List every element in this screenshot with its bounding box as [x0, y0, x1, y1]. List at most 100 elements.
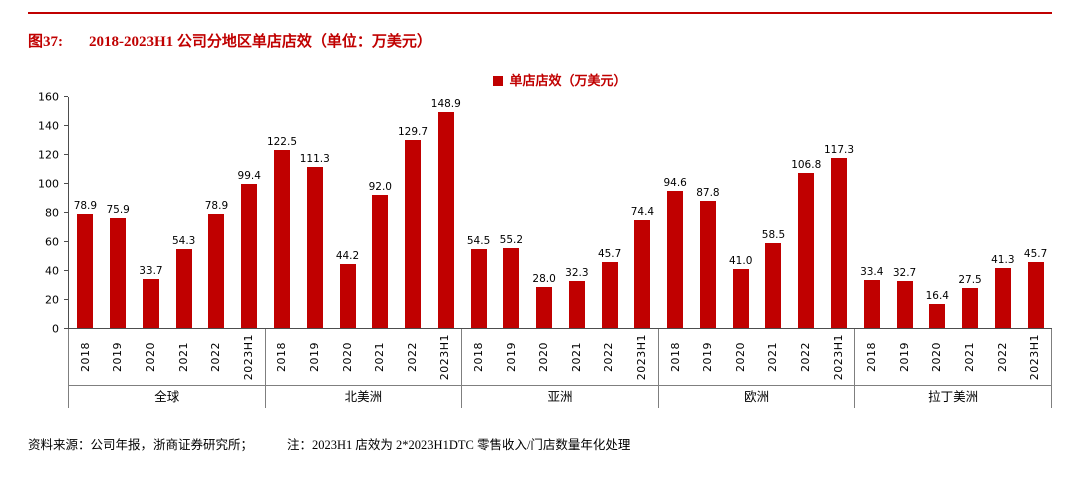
year-label: 2020 [340, 342, 354, 372]
category-group: 2018 2019 2020 2021 2022 2023H1 全球 [69, 329, 266, 408]
bar-slot: 32.7 [888, 97, 921, 328]
year-label: 2022 [995, 342, 1009, 372]
y-axis-tick [64, 154, 68, 155]
bar [896, 280, 913, 328]
year-slot: 2022 [986, 329, 1019, 385]
bar-slot: 44.2 [331, 97, 364, 328]
year-slot: 2020 [527, 329, 560, 385]
bar [830, 157, 847, 328]
year-slot: 2023H1 [822, 329, 855, 385]
bar-slot: 45.7 [593, 97, 626, 328]
chart-legend: 单店店效（万美元） [28, 73, 1052, 89]
year-label: 2018 [275, 342, 289, 372]
bar-value-label: 74.4 [630, 206, 655, 219]
bar-slot: 117.3 [823, 97, 856, 328]
year-slot: 2021 [560, 329, 593, 385]
year-label: 2020 [733, 342, 747, 372]
bar-value-label: 54.5 [466, 235, 491, 247]
bar [77, 213, 94, 328]
bar-value-label: 87.8 [696, 186, 720, 199]
y-axis-tick [64, 212, 68, 213]
year-slot: 2022 [593, 329, 626, 385]
bar [798, 173, 815, 328]
bar [699, 200, 716, 328]
y-axis-label: 140 [38, 119, 59, 133]
bar [175, 249, 192, 328]
bar [929, 304, 946, 328]
bar-group: 122.5 111.3 44.2 92.0 129.7 148.9 [266, 97, 463, 328]
bar-value-label: 45.7 [1023, 247, 1048, 260]
year-label: 2021 [569, 342, 583, 372]
year-slot: 2019 [102, 329, 135, 385]
bar-value-label: 94.6 [663, 176, 687, 189]
category-group: 2018 2019 2020 2021 2022 2023H1 拉丁美洲 [855, 329, 1052, 408]
y-axis-tick [64, 183, 68, 184]
bar-slot: 111.3 [298, 97, 331, 328]
year-label: 2023H1 [1028, 333, 1042, 381]
bar-slot: 27.5 [954, 97, 987, 328]
source-text: 资料来源：公司年报，浙商证券研究所； [28, 438, 254, 452]
year-slot: 2022 [396, 329, 429, 385]
bar-value-label: 33.4 [860, 265, 884, 278]
year-slot: 2021 [167, 329, 200, 385]
bar-slot: 99.4 [233, 97, 266, 328]
category-group: 2018 2019 2020 2021 2022 2023H1 欧洲 [658, 329, 856, 408]
year-slot: 2019 [691, 329, 724, 385]
year-slot: 2020 [331, 329, 364, 385]
year-slot: 2020 [724, 329, 757, 385]
region-label: 北美洲 [265, 385, 462, 408]
y-axis-label: 20 [45, 293, 59, 307]
bar [208, 213, 225, 328]
bar-value-label: 75.9 [106, 203, 130, 216]
year-slot: 2022 [789, 329, 822, 385]
year-slot: 2018 [462, 329, 495, 385]
bar-group: 54.5 55.2 28.0 32.3 45.7 74.4 [462, 97, 659, 328]
bar-slot: 74.4 [626, 97, 659, 328]
figure-title-text: 2018-2023H1 公司分地区单店店效（单位：万美元） [89, 34, 432, 50]
year-label: 2021 [766, 342, 780, 372]
top-divider [28, 12, 1052, 14]
bar-slot: 92.0 [364, 97, 397, 328]
source-line: 资料来源：公司年报，浙商证券研究所； 注：2023H1 店效为 2*2023H1D… [28, 434, 1052, 453]
bar-group: 33.4 32.7 16.4 27.5 41.3 45.7 [855, 97, 1052, 328]
bar [962, 288, 979, 328]
year-labels-row: 2018 2019 2020 2021 2022 2023H1 [266, 329, 462, 385]
y-axis-label: 0 [52, 322, 59, 336]
bar-slot: 129.7 [397, 97, 430, 328]
bar-slot: 45.7 [1019, 97, 1052, 328]
bar [732, 268, 749, 328]
bar [273, 150, 290, 328]
bar-slot: 94.6 [659, 97, 692, 328]
year-slot: 2019 [495, 329, 528, 385]
bar [241, 183, 258, 328]
year-label: 2022 [209, 342, 223, 372]
bar-slot: 75.9 [102, 97, 135, 328]
bar [601, 261, 618, 328]
bar-value-label: 78.9 [204, 199, 229, 212]
year-slot: 2018 [266, 329, 299, 385]
figure-title: 图37: 2018-2023H1 公司分地区单店店效（单位：万美元） [28, 30, 1052, 51]
y-axis-tick [64, 241, 68, 242]
bar [536, 287, 553, 328]
year-slot: 2019 [298, 329, 331, 385]
bar [142, 279, 159, 328]
bar-chart: 单店店效（万美元） 0 20 40 60 80 100 120 140 160 78.9 75.9… [28, 73, 1052, 408]
y-axis-label: 100 [38, 177, 59, 191]
year-label: 2021 [176, 342, 190, 372]
year-slot: 2021 [757, 329, 790, 385]
bar-slot: 106.8 [790, 97, 823, 328]
year-label: 2023H1 [438, 333, 452, 381]
year-slot: 2018 [69, 329, 102, 385]
figure-number: 图37: [28, 34, 63, 50]
bar [503, 248, 520, 328]
y-axis-tick [64, 125, 68, 126]
bar-value-label: 106.8 [791, 159, 822, 172]
year-label: 2021 [373, 342, 387, 372]
year-label: 2020 [537, 342, 551, 372]
bar [863, 279, 880, 328]
year-slot: 2020 [921, 329, 954, 385]
year-label: 2023H1 [831, 333, 845, 381]
region-label: 拉丁美洲 [855, 385, 1051, 408]
bar [306, 166, 323, 328]
year-label: 2019 [504, 342, 518, 372]
